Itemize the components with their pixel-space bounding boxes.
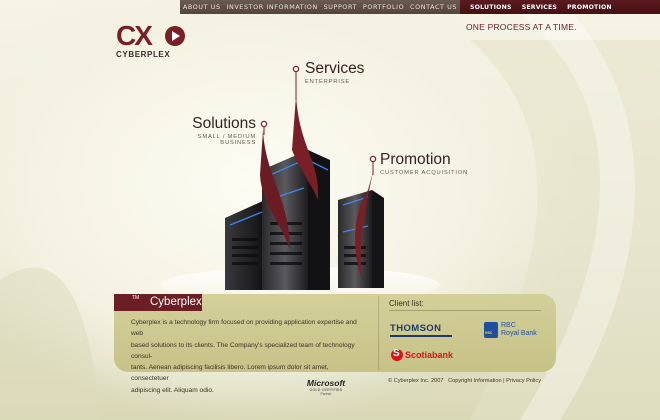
clients-title: Client list: (389, 299, 424, 308)
scotiabank-logo[interactable]: Scotiabank (405, 350, 454, 360)
about-description: Cyberplex is a technology firm focused o… (131, 317, 357, 396)
services-subtitle: ENTERPRISE (305, 79, 351, 85)
microsoft-partner-badge: Microsoft GOLD CERTIFIED Partner (306, 378, 346, 396)
about-line: Cyberplex is a technology firm focused o… (131, 319, 357, 338)
services-link[interactable]: Services ENTERPRISE (305, 60, 365, 86)
rbc-line1: RBC (501, 322, 516, 329)
nav-contact-us[interactable]: CONTACT US (410, 3, 458, 11)
about-line: tants. Aenean adipiscing facilisis liber… (131, 364, 329, 383)
logo-mark: CX (116, 20, 153, 51)
solutions-title: Solutions (192, 115, 256, 132)
promotion-link[interactable]: Promotion CUSTOMER ACQUISITION (380, 151, 469, 177)
privacy-policy-link[interactable]: Privacy Policy (506, 378, 541, 384)
cyberplex-logo[interactable]: CX CYBERPLEX (116, 20, 185, 59)
about-heading: Cyberplex TM (114, 294, 202, 311)
footer: © Cyberplex Inc. 2007 Copyright Informat… (388, 378, 541, 384)
trademark-mark: TM (132, 295, 140, 302)
thomson-logo[interactable]: THOMSON (390, 323, 442, 334)
partner-label: Partner (320, 392, 332, 396)
nav-portfolio[interactable]: PORTFOLIO (362, 3, 405, 11)
nav-services[interactable]: SERVICES (521, 3, 558, 11)
offerings-nav: SOLUTIONS SERVICES PROMOTION (460, 0, 660, 14)
about-line: based solutions to its clients. The Comp… (131, 341, 355, 360)
footer-separator: | (503, 378, 505, 384)
services-title: Services (305, 60, 365, 77)
about-title: Cyberplex (150, 296, 202, 308)
logo-wordmark: CYBERPLEX (116, 50, 171, 59)
promotion-title: Promotion (380, 151, 451, 168)
rbc-logo[interactable]: RBC Royal Bank (501, 322, 537, 338)
top-navigation: ABOUT US INVESTOR INFORMATION SUPPORT PO… (0, 0, 660, 14)
nav-promotion[interactable]: PROMOTION (567, 3, 612, 11)
promotion-marker (369, 155, 377, 163)
nav-support[interactable]: SUPPORT (323, 3, 358, 11)
nav-about-us[interactable]: ABOUT US (182, 3, 221, 11)
copyright-information-link[interactable]: Copyright Information (448, 378, 502, 384)
tagline: ONE PROCESS AT A TIME. (466, 22, 577, 32)
gold-certified-label: GOLD CERTIFIED (309, 388, 343, 392)
solutions-link[interactable]: Solutions SMALL / MEDIUM BUSINESS (172, 115, 256, 147)
solutions-marker (260, 120, 268, 128)
solutions-subtitle: SMALL / MEDIUM BUSINESS (197, 134, 256, 146)
microsoft-brand: Microsoft (306, 378, 346, 388)
logo-arrow-icon (165, 26, 185, 46)
nav-investor-information[interactable]: INVESTOR INFORMATION (226, 3, 318, 11)
rbc-shield-icon: RBC (484, 322, 498, 338)
panel-divider (378, 296, 379, 370)
copyright-text: © Cyberplex Inc. 2007 (388, 378, 444, 384)
promotion-subtitle: CUSTOMER ACQUISITION (380, 170, 469, 176)
rbc-line2: Royal Bank (501, 330, 537, 337)
about-line: adipiscing elit. Aliquam odio. (131, 386, 214, 394)
services-marker (292, 65, 300, 73)
clients-rule (389, 310, 541, 311)
thomson-underline (390, 335, 452, 337)
rbc-badge-text: RBC (485, 331, 493, 335)
scotiabank-icon (391, 348, 403, 361)
main-nav: ABOUT US INVESTOR INFORMATION SUPPORT PO… (180, 0, 460, 14)
nav-solutions[interactable]: SOLUTIONS (470, 3, 512, 11)
